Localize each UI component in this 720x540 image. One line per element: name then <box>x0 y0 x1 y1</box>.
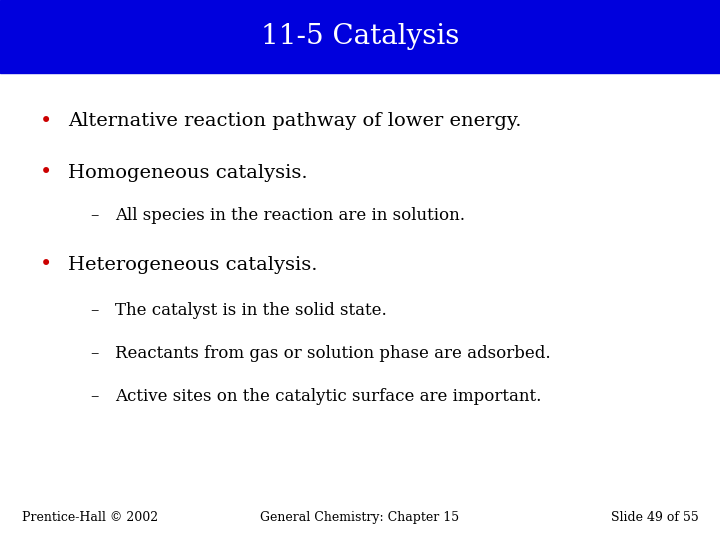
Text: •: • <box>40 112 52 131</box>
Text: •: • <box>40 255 52 274</box>
Text: –: – <box>90 302 99 319</box>
Text: Reactants from gas or solution phase are adsorbed.: Reactants from gas or solution phase are… <box>115 345 551 362</box>
Text: Alternative reaction pathway of lower energy.: Alternative reaction pathway of lower en… <box>68 112 522 131</box>
Text: 11-5 Catalysis: 11-5 Catalysis <box>261 23 459 50</box>
Text: –: – <box>90 388 99 406</box>
Text: –: – <box>90 207 99 225</box>
Text: Homogeneous catalysis.: Homogeneous catalysis. <box>68 164 308 182</box>
Text: General Chemistry: Chapter 15: General Chemistry: Chapter 15 <box>261 511 459 524</box>
Text: The catalyst is in the solid state.: The catalyst is in the solid state. <box>115 302 387 319</box>
Text: Active sites on the catalytic surface are important.: Active sites on the catalytic surface ar… <box>115 388 541 406</box>
Text: Heterogeneous catalysis.: Heterogeneous catalysis. <box>68 255 318 274</box>
Text: Slide 49 of 55: Slide 49 of 55 <box>611 511 698 524</box>
Text: •: • <box>40 163 52 183</box>
Text: –: – <box>90 345 99 362</box>
Text: All species in the reaction are in solution.: All species in the reaction are in solut… <box>115 207 465 225</box>
FancyBboxPatch shape <box>0 0 720 73</box>
Text: Prentice-Hall © 2002: Prentice-Hall © 2002 <box>22 511 158 524</box>
